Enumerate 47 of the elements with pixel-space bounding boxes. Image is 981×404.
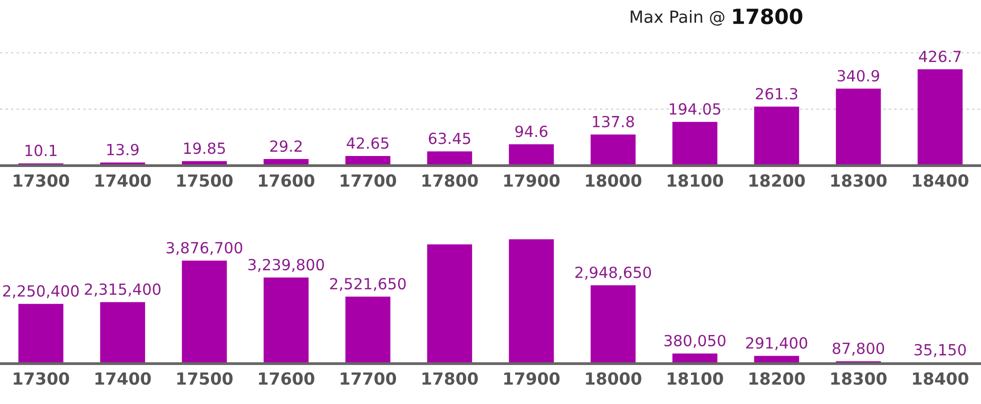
data-label: 10.1: [26, 144, 56, 156]
x-tick-label: 17400: [96, 174, 151, 187]
x-tick-label: 17900: [504, 372, 560, 385]
x-tick-label: 17900: [504, 174, 560, 187]
data-label: 2,250,400: [3, 285, 79, 298]
data-label: 29.2: [270, 140, 302, 152]
data-label: 19.85: [184, 142, 225, 154]
x-tick-label: 17300: [14, 174, 70, 187]
x-tick-label: 18300: [831, 372, 887, 385]
data-label: 94.6: [515, 126, 548, 138]
x-tick-label: 17700: [340, 372, 396, 385]
data-label: 380,050: [664, 334, 726, 348]
x-tick-label: 17700: [340, 174, 396, 187]
data-label: 291,400: [746, 337, 808, 350]
data-label: 194.05: [670, 103, 720, 115]
x-tick-label: 18400: [913, 174, 968, 187]
x-tick-label: 17500: [177, 174, 233, 187]
x-tick-label: 18300: [831, 174, 887, 187]
data-label: 13.9: [107, 144, 139, 156]
x-tick-label: 18000: [586, 372, 642, 385]
data-label: 2,948,650: [575, 266, 651, 280]
data-label: 340.9: [838, 70, 880, 82]
x-tick-label: 17800: [422, 174, 478, 187]
data-label: 87,800: [832, 342, 884, 356]
data-label: 426.7: [919, 50, 961, 62]
x-tick-label: 17800: [422, 372, 478, 385]
data-label: 63.45: [428, 132, 470, 144]
data-label: 42.65: [346, 137, 388, 149]
x-tick-label: 18400: [913, 372, 968, 385]
x-tick-label: 18000: [586, 174, 642, 187]
x-tick-label: 17600: [259, 174, 314, 187]
x-tick-label: 17300: [14, 372, 70, 385]
x-tick-label: 17400: [96, 372, 151, 385]
data-label: 3,876,700: [166, 242, 242, 256]
x-tick-label: 18200: [750, 174, 805, 187]
x-tick-label: 18100: [668, 174, 724, 187]
x-tick-label: 18200: [750, 372, 805, 385]
data-label: 35,150: [914, 344, 966, 358]
data-label: 261.3: [756, 88, 798, 100]
x-tick-label: 17500: [177, 372, 233, 385]
data-label: 3,239,800: [248, 258, 324, 272]
x-tick-label: 18100: [668, 372, 724, 385]
data-label: 2,315,400: [84, 283, 160, 297]
data-label: 2,521,650: [330, 278, 406, 292]
chart-title: Max Pain @ 17800: [630, 8, 802, 26]
data-label: 137.8: [592, 116, 634, 128]
x-tick-label: 17600: [259, 372, 314, 385]
